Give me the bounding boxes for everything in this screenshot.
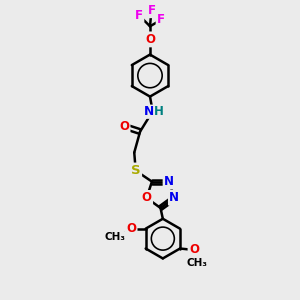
Text: H: H	[154, 105, 164, 118]
Text: N: N	[169, 191, 179, 204]
Text: O: O	[119, 120, 129, 133]
Text: F: F	[157, 14, 165, 26]
Text: O: O	[189, 244, 199, 256]
Text: CH₃: CH₃	[104, 232, 125, 242]
Text: CH₃: CH₃	[186, 258, 207, 268]
Text: N: N	[164, 175, 174, 188]
Text: N: N	[144, 105, 154, 118]
Text: F: F	[148, 4, 155, 17]
Text: F: F	[135, 9, 143, 22]
Text: O: O	[126, 222, 136, 235]
Text: O: O	[145, 33, 155, 46]
Text: S: S	[131, 164, 140, 177]
Text: O: O	[142, 191, 152, 204]
